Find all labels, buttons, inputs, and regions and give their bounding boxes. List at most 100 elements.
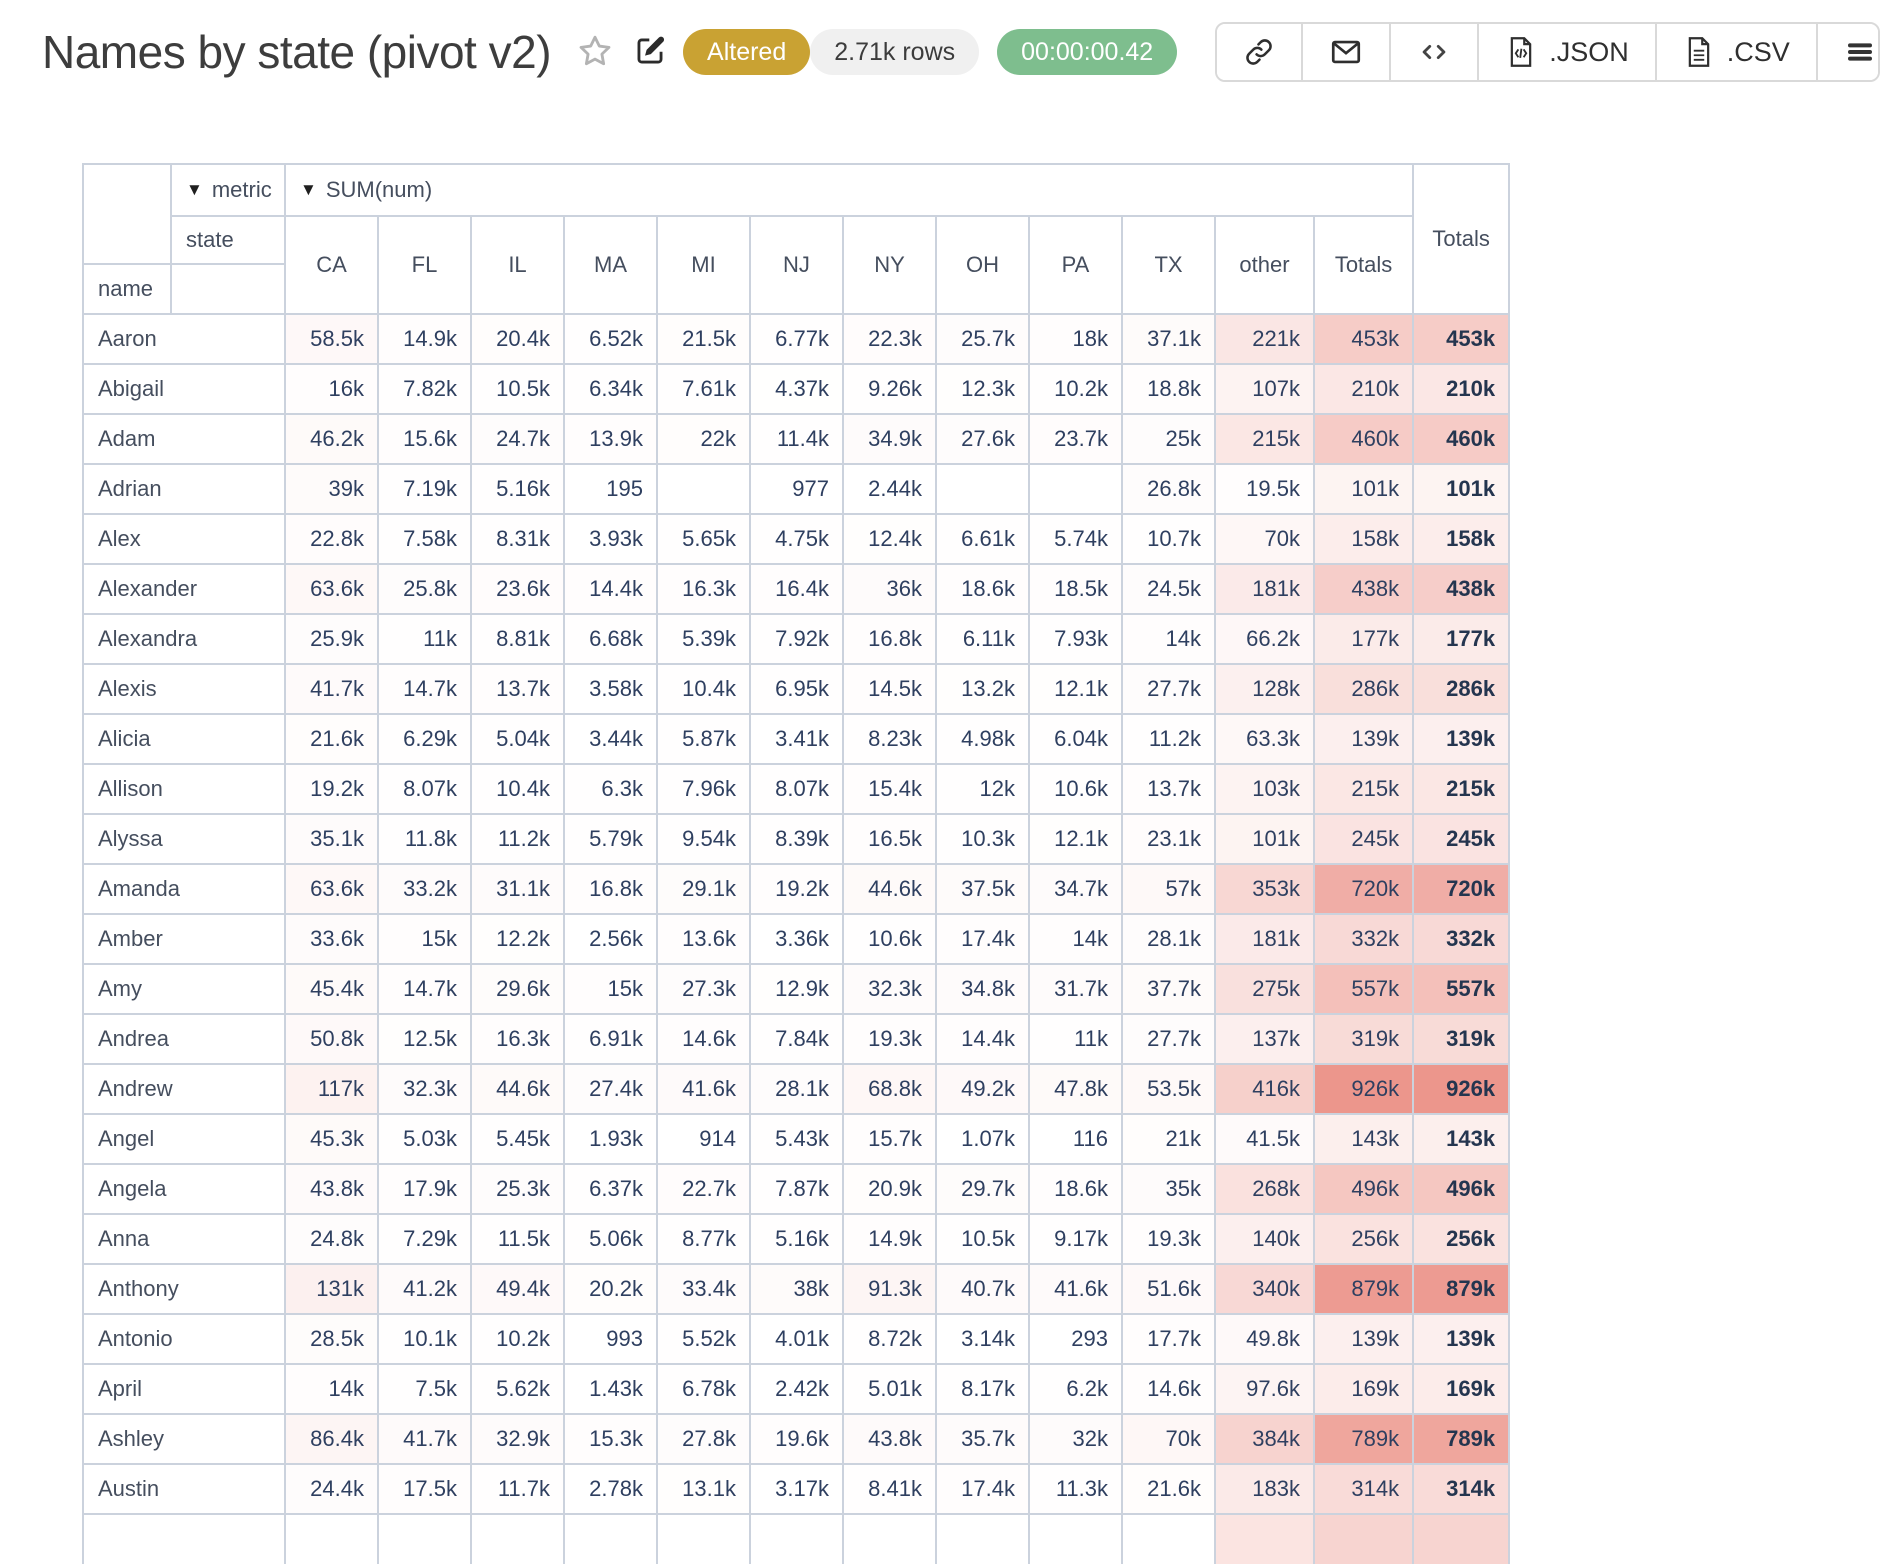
altered-badge[interactable]: Altered xyxy=(683,29,811,75)
value-cell: 5.39k xyxy=(656,613,751,665)
column-header-mi: MI xyxy=(656,215,751,315)
value-cell: 453k xyxy=(1312,313,1415,365)
value-cell: 6.29k xyxy=(377,713,472,765)
value-cell xyxy=(842,1513,937,1564)
export-csv-label: .CSV xyxy=(1726,36,1790,67)
state-dimension-header: state xyxy=(170,215,286,265)
row-name: Amanda xyxy=(82,863,286,915)
copy-link-button[interactable] xyxy=(1217,24,1302,80)
value-cell: 18.8k xyxy=(1121,363,1216,415)
value-cell: 68.8k xyxy=(842,1063,937,1115)
value-cell: 13.7k xyxy=(1121,763,1216,815)
row-total-cell: 286k xyxy=(1412,663,1511,715)
value-cell: 10.4k xyxy=(656,663,751,715)
value-cell: 7.96k xyxy=(656,763,751,815)
menu-button[interactable] xyxy=(1815,24,1879,80)
value-cell: 19.3k xyxy=(1121,1213,1216,1265)
value-cell: 332k xyxy=(1312,913,1415,965)
row-total-cell: 245k xyxy=(1412,813,1511,865)
value-cell xyxy=(935,1513,1030,1564)
value-cell: 35.1k xyxy=(284,813,379,865)
mail-icon xyxy=(1329,35,1363,69)
value-cell: 8.39k xyxy=(749,813,844,865)
value-cell: 21.6k xyxy=(1121,1463,1216,1515)
value-cell: 8.07k xyxy=(749,763,844,815)
row-total-cell: 879k xyxy=(1412,1263,1511,1315)
value-cell: 34.8k xyxy=(935,963,1030,1015)
star-icon xyxy=(577,33,613,72)
value-cell: 27.7k xyxy=(1121,663,1216,715)
export-json-button[interactable]: .JSON xyxy=(1477,24,1655,80)
column-header-fl: FL xyxy=(377,215,472,315)
value-cell: 286k xyxy=(1312,663,1415,715)
table-row: Austin 24.4k 17.5k 11.7k 2.78k 13.1k 3.17k 8.41… xyxy=(82,1463,1511,1515)
row-total-cell: 557k xyxy=(1412,963,1511,1015)
value-cell: 25.7k xyxy=(935,313,1030,365)
value-cell: 31.1k xyxy=(470,863,565,915)
value-cell: 46.2k xyxy=(284,413,379,465)
value-cell xyxy=(1412,1513,1511,1564)
edit-title-button[interactable] xyxy=(623,34,677,71)
value-cell: 5.87k xyxy=(656,713,751,765)
embed-code-button[interactable] xyxy=(1389,24,1478,80)
value-cell: 1.43k xyxy=(563,1363,658,1415)
value-cell: 22.3k xyxy=(842,313,937,365)
value-cell: 16.3k xyxy=(656,563,751,615)
value-cell: 314k xyxy=(1312,1463,1415,1515)
value-cell: 21k xyxy=(1121,1113,1216,1165)
email-button[interactable] xyxy=(1301,24,1390,80)
value-cell: 45.3k xyxy=(284,1113,379,1165)
value-cell: 15.3k xyxy=(563,1413,658,1465)
value-cell: 340k xyxy=(1214,1263,1315,1315)
value-cell: 34.9k xyxy=(842,413,937,465)
table-row: Aaron 58.5k 14.9k 20.4k 6.52k 21.5k 6.77k 22.3k… xyxy=(82,313,1511,365)
value-cell: 11.4k xyxy=(749,413,844,465)
value-cell: 7.87k xyxy=(749,1163,844,1215)
column-header-ny: NY xyxy=(842,215,937,315)
row-total-cell: 319k xyxy=(1412,1013,1511,1065)
value-cell: 2.56k xyxy=(563,913,658,965)
value-cell: 49.4k xyxy=(470,1263,565,1315)
table-row: Alicia 21.6k 6.29k 5.04k 3.44k 5.87k 3.41k 8.23… xyxy=(82,713,1511,765)
value-cell: 14.6k xyxy=(1121,1363,1216,1415)
value-cell: 16.5k xyxy=(842,813,937,865)
value-cell xyxy=(470,1513,565,1564)
export-toolbar: .JSON .CSV xyxy=(1215,22,1880,82)
value-cell: 32.3k xyxy=(377,1063,472,1115)
metric-value-header[interactable]: ▼ SUM(num) xyxy=(283,163,1415,217)
value-cell: 14.9k xyxy=(842,1213,937,1265)
value-cell: 5.79k xyxy=(563,813,658,865)
row-total-cell: 789k xyxy=(1412,1413,1511,1465)
value-cell: 33.2k xyxy=(377,863,472,915)
metric-dimension-header[interactable]: ▼ metric xyxy=(170,163,286,217)
value-cell: 6.52k xyxy=(563,313,658,365)
value-cell: 8.72k xyxy=(842,1313,937,1365)
value-cell: 11.8k xyxy=(377,813,472,865)
value-cell xyxy=(377,1513,472,1564)
value-cell: 16.3k xyxy=(470,1013,565,1065)
value-cell: 47.8k xyxy=(1028,1063,1123,1115)
value-cell: 3.58k xyxy=(563,663,658,715)
row-name: Angel xyxy=(82,1113,286,1165)
value-cell: 14.7k xyxy=(377,963,472,1015)
value-cell: 416k xyxy=(1214,1063,1315,1115)
value-cell: 18k xyxy=(1028,313,1123,365)
table-row: Ashley 86.4k 41.7k 32.9k 15.3k 27.8k 19.6k 43.8… xyxy=(82,1413,1511,1465)
value-cell: 9.54k xyxy=(656,813,751,865)
value-cell: 25.9k xyxy=(284,613,379,665)
value-cell: 319k xyxy=(1312,1013,1415,1065)
table-row: Adam 46.2k 15.6k 24.7k 13.9k 22k 11.4k 34.9k 27.… xyxy=(82,413,1511,465)
value-cell: 6.77k xyxy=(749,313,844,365)
value-cell: 8.31k xyxy=(470,513,565,565)
value-cell: 12.1k xyxy=(1028,813,1123,865)
hamburger-icon xyxy=(1844,36,1876,68)
export-csv-button[interactable]: .CSV xyxy=(1654,24,1816,80)
value-cell: 11k xyxy=(1028,1013,1123,1065)
value-cell: 8.17k xyxy=(935,1363,1030,1415)
favorite-star-button[interactable] xyxy=(567,33,623,72)
value-cell: 19.2k xyxy=(749,863,844,915)
value-cell: 13.9k xyxy=(563,413,658,465)
value-cell: 3.17k xyxy=(749,1463,844,1515)
value-cell: 15k xyxy=(563,963,658,1015)
chart-header-bar: Names by state (pivot v2) Altered 2.71k … xyxy=(42,22,1880,82)
